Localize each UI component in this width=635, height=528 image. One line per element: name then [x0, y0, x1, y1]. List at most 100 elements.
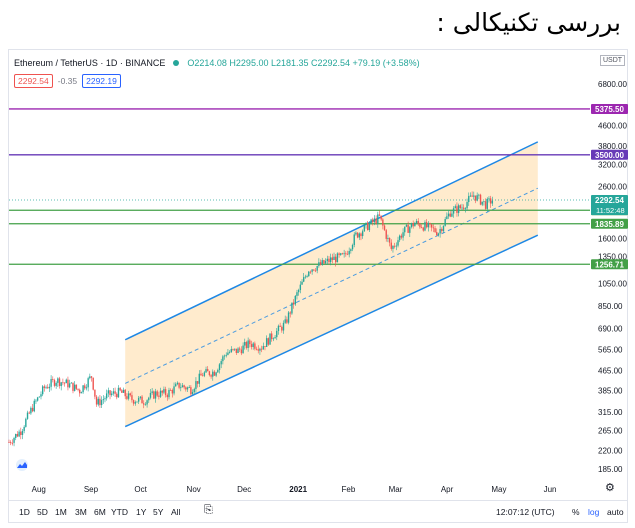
candle-body — [478, 194, 480, 196]
date-range-icon[interactable]: ⎘ — [204, 504, 213, 516]
timeframe-1y[interactable]: 1Y — [136, 507, 147, 517]
timeframe-6m[interactable]: 6M — [94, 507, 106, 517]
candle-body — [90, 376, 93, 378]
candle-body — [316, 265, 318, 271]
candle-body — [375, 218, 377, 224]
timeframe-5d[interactable]: 5D — [37, 507, 48, 517]
candle-body — [341, 253, 344, 255]
candle-body — [53, 379, 56, 386]
candle-body — [474, 195, 477, 201]
candle-body — [159, 390, 162, 397]
candle-body — [87, 378, 89, 388]
candle-body — [314, 270, 317, 272]
timeframe-ytd[interactable]: YTD — [111, 507, 128, 517]
candle-body — [240, 349, 243, 354]
level-tag-0-bg — [591, 103, 628, 114]
time-tick-label: 2021 — [289, 485, 307, 494]
candle-body — [348, 250, 350, 255]
candle-body — [9, 442, 12, 443]
candle-body — [345, 253, 347, 255]
candle-body — [432, 227, 435, 229]
candle-body — [365, 222, 367, 225]
candle-body — [105, 393, 108, 399]
candle-body — [41, 386, 44, 395]
candle-body — [454, 206, 456, 209]
candle-body — [360, 233, 362, 237]
buy-price-box[interactable]: 2292.19 — [82, 74, 121, 88]
candle-body — [92, 377, 94, 390]
candle-body — [220, 361, 222, 365]
last-price-tag-countdown: 11:52:48 — [596, 206, 625, 215]
timeframe-5y[interactable]: 5Y — [153, 507, 164, 517]
chart-legend[interactable]: Ethereum / TetherUS · 1D · BINANCE O2214… — [14, 58, 420, 68]
candle-body — [254, 343, 256, 349]
log-toggle[interactable]: log — [588, 507, 600, 517]
candle-body — [163, 389, 165, 393]
candle-body — [452, 208, 455, 214]
symbol-label[interactable]: Ethereum / TetherUS · 1D · BINANCE — [14, 58, 166, 68]
candle-body — [329, 257, 332, 263]
candle-body — [409, 227, 411, 233]
candle-body — [30, 407, 32, 414]
candle-body — [181, 385, 184, 388]
candle-body — [447, 213, 450, 217]
candle-body — [252, 343, 254, 347]
candle-body — [484, 201, 487, 209]
price-tick-label: 315.00 — [598, 408, 623, 417]
settings-gear-icon[interactable]: ⚙ — [605, 482, 615, 494]
tradingview-logo-icon[interactable] — [15, 459, 29, 471]
auto-toggle[interactable]: auto — [607, 507, 624, 517]
candle-body — [372, 219, 374, 223]
candle-body — [264, 346, 266, 347]
candle-body — [326, 258, 328, 262]
level-tag-1-text: 3500.00 — [595, 151, 624, 160]
candle-body — [18, 431, 20, 437]
level-tag-3-bg — [591, 218, 628, 229]
timeframe-3m[interactable]: 3M — [75, 507, 87, 517]
candle-body — [136, 401, 138, 403]
candle-body — [308, 271, 310, 277]
candle-body — [481, 201, 483, 205]
candle-body — [99, 398, 101, 406]
candle-body — [282, 322, 285, 331]
candle-body — [196, 381, 199, 384]
level-tag-4-text: 1256.71 — [595, 260, 624, 269]
candle-body — [429, 223, 431, 225]
candle-body — [183, 385, 185, 388]
time-tick-label: May — [491, 485, 506, 494]
candle-body — [164, 389, 167, 396]
candle-body — [67, 379, 69, 388]
candle-body — [294, 295, 296, 305]
candle-body — [385, 230, 387, 239]
percent-toggle[interactable]: % — [572, 507, 580, 517]
candle-body — [161, 390, 163, 393]
candle-body — [148, 397, 150, 401]
candle-body — [195, 381, 197, 389]
candle-body — [31, 407, 34, 412]
candle-body — [277, 325, 280, 331]
candle-body — [437, 233, 440, 236]
candle-body — [346, 253, 349, 255]
candle-body — [57, 378, 59, 383]
timeframe-all[interactable]: All — [171, 507, 181, 517]
timeframe-1m[interactable]: 1M — [55, 507, 67, 517]
candle-body — [230, 349, 232, 353]
candle-body — [306, 276, 308, 277]
candle-body — [336, 253, 339, 263]
price-tick-label: 690.00 — [598, 324, 623, 333]
candle-body — [276, 330, 278, 338]
candle-body — [262, 346, 264, 350]
candle-body — [247, 340, 249, 348]
candle-body — [462, 207, 465, 209]
candle-body — [60, 382, 62, 387]
candle-body — [269, 333, 271, 345]
candle-body — [469, 195, 472, 197]
candle-body — [21, 430, 24, 435]
candle-body — [65, 379, 67, 384]
price-tick-label: 265.00 — [598, 427, 623, 436]
clock-time[interactable]: 12:07:12 (UTC) — [496, 507, 555, 517]
candle-body — [459, 205, 462, 208]
sell-price-box[interactable]: 2292.54 — [14, 74, 53, 88]
timeframe-1d[interactable]: 1D — [19, 507, 30, 517]
